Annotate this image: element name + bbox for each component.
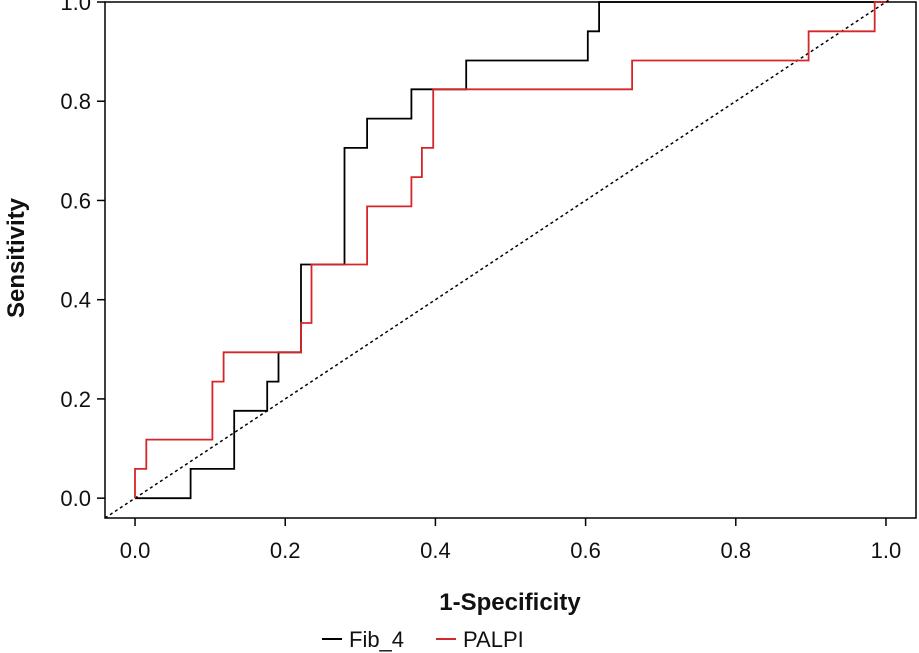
- x-tick-label: 0.2: [270, 538, 301, 563]
- x-tick-label: 0.8: [720, 538, 751, 563]
- x-axis: 0.0 0.2 0.4 0.6 0.8 1.0: [120, 518, 902, 563]
- series-line-fib-4: [135, 1, 886, 500]
- y-axis: 0.0 0.2 0.4 0.6 0.8 1.0: [60, 0, 105, 511]
- y-tick-label: 0.6: [60, 188, 91, 213]
- x-tick-label: 1.0: [871, 538, 902, 563]
- reference-diagonal-line: [104, 0, 891, 519]
- y-tick-label: 0.2: [60, 387, 91, 412]
- x-tick-label: 0.6: [570, 538, 601, 563]
- x-tick-label: 0.4: [420, 538, 451, 563]
- legend-label: PALPI: [463, 627, 524, 652]
- legend: Fib_4 PALPI: [322, 627, 524, 652]
- legend-label: Fib_4: [349, 627, 404, 652]
- reference-layer: [104, 0, 891, 519]
- y-tick-label: 0.0: [60, 486, 91, 511]
- plot-frame: [104, 1, 917, 519]
- y-axis-title: Sensitivity: [3, 197, 30, 318]
- y-tick-label: 0.8: [60, 89, 91, 114]
- series-layer: [134, 1, 886, 500]
- y-tick-label: 0.4: [60, 288, 91, 313]
- x-tick-label: 0.0: [120, 538, 151, 563]
- y-tick-label: 1.0: [60, 0, 91, 15]
- x-axis-title: 1-Specificity: [439, 589, 581, 616]
- series-line-palpi: [134, 1, 886, 499]
